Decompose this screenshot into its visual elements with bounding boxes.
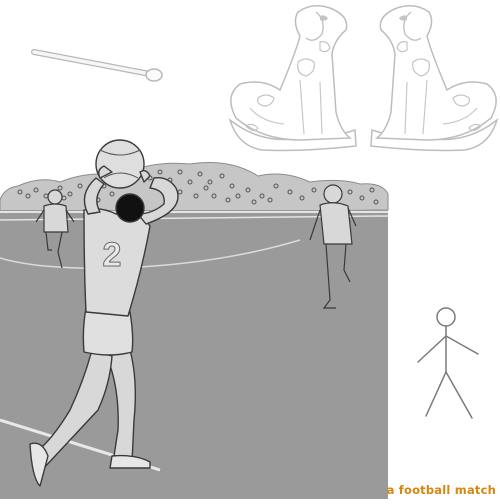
football-icon [95,139,145,189]
stick-figure-icon [417,307,479,419]
dog-figurine-icon [370,5,498,152]
player-front: 2 [29,139,179,487]
match-stick-icon [31,49,163,82]
player-number: 2 [103,236,122,274]
player-left [35,189,75,269]
pitch [0,210,389,499]
caption: a football match [386,483,496,497]
dog-figurine-icon [229,5,357,152]
player-right [309,184,357,309]
